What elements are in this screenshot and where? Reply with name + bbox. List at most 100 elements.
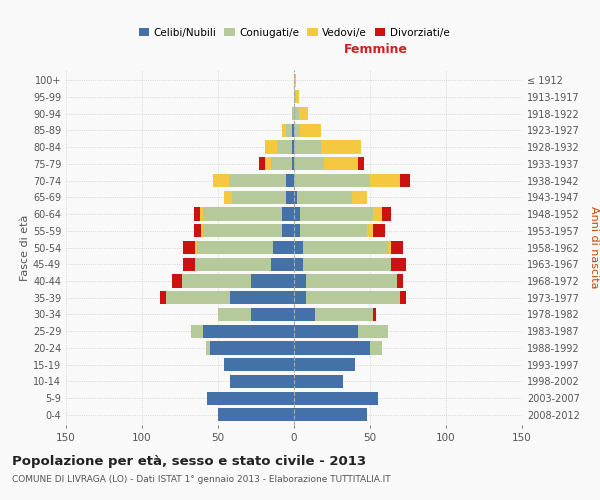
Bar	[230, 375, 294, 388]
Bar	[251, 308, 294, 321]
Bar	[166, 291, 230, 304]
Bar	[292, 107, 294, 120]
Bar	[358, 157, 364, 170]
Bar	[194, 208, 200, 220]
Bar	[230, 291, 294, 304]
Bar	[292, 157, 294, 170]
Bar	[203, 224, 282, 237]
Bar	[294, 157, 325, 170]
Bar	[294, 342, 370, 354]
Bar	[292, 140, 294, 153]
Bar	[397, 274, 403, 287]
Bar	[294, 241, 303, 254]
Bar	[211, 342, 294, 354]
Bar	[294, 308, 315, 321]
Bar	[300, 208, 373, 220]
Bar	[259, 157, 265, 170]
Bar	[282, 224, 294, 237]
Bar	[232, 190, 286, 204]
Text: COMUNE DI LIVRAGA (LO) - Dati ISTAT 1° gennaio 2013 - Elaborazione TUTTITALIA.IT: COMUNE DI LIVRAGA (LO) - Dati ISTAT 1° g…	[12, 475, 391, 484]
Bar	[286, 174, 294, 187]
Text: Femmine: Femmine	[344, 43, 408, 56]
Bar	[294, 124, 300, 137]
Bar	[294, 358, 355, 371]
Bar	[391, 241, 403, 254]
Bar	[294, 90, 296, 104]
Bar	[370, 174, 400, 187]
Y-axis label: Anni di nascita: Anni di nascita	[589, 206, 599, 289]
Bar	[218, 308, 251, 321]
Bar	[251, 274, 294, 287]
Bar	[277, 140, 292, 153]
Bar	[265, 157, 271, 170]
Bar	[160, 291, 166, 304]
Bar	[271, 157, 292, 170]
Bar	[218, 408, 294, 422]
Bar	[294, 107, 299, 120]
Bar	[294, 274, 306, 287]
Bar	[400, 291, 406, 304]
Bar	[191, 324, 203, 338]
Bar	[322, 140, 361, 153]
Bar	[303, 241, 388, 254]
Bar	[294, 174, 370, 187]
Bar	[294, 190, 297, 204]
Bar	[373, 224, 385, 237]
Bar	[229, 174, 286, 187]
Bar	[224, 190, 232, 204]
Bar	[203, 324, 294, 338]
Bar	[294, 140, 322, 153]
Bar	[300, 124, 322, 137]
Text: Popolazione per età, sesso e stato civile - 2013: Popolazione per età, sesso e stato civil…	[12, 455, 366, 468]
Bar	[358, 324, 388, 338]
Bar	[306, 274, 397, 287]
Bar	[294, 408, 367, 422]
Bar	[200, 208, 203, 220]
Bar	[296, 90, 299, 104]
Bar	[370, 342, 382, 354]
Bar	[325, 157, 358, 170]
Bar	[183, 241, 195, 254]
Bar	[300, 224, 367, 237]
Bar	[294, 224, 300, 237]
Bar	[294, 291, 306, 304]
Bar	[286, 124, 292, 137]
Bar	[224, 358, 294, 371]
Bar	[282, 124, 286, 137]
Bar	[294, 74, 296, 86]
Bar	[294, 208, 300, 220]
Bar	[203, 208, 282, 220]
Bar	[352, 190, 367, 204]
Legend: Celibi/Nubili, Coniugati/e, Vedovi/e, Divorziati/e: Celibi/Nubili, Coniugati/e, Vedovi/e, Di…	[137, 26, 451, 40]
Bar	[367, 224, 373, 237]
Bar	[294, 258, 303, 271]
Bar	[373, 208, 382, 220]
Bar	[391, 258, 406, 271]
Bar	[315, 308, 373, 321]
Bar	[194, 224, 201, 237]
Bar	[271, 258, 294, 271]
Bar	[388, 241, 391, 254]
Bar	[265, 140, 277, 153]
Bar	[373, 308, 376, 321]
Bar	[208, 392, 294, 404]
Bar	[182, 274, 251, 287]
Bar	[214, 174, 229, 187]
Bar	[294, 324, 358, 338]
Bar	[382, 208, 391, 220]
Bar	[286, 190, 294, 204]
Bar	[183, 258, 195, 271]
Bar	[172, 274, 182, 287]
Bar	[400, 174, 410, 187]
Bar	[273, 241, 294, 254]
Bar	[306, 291, 400, 304]
Bar	[299, 107, 308, 120]
Bar	[303, 258, 391, 271]
Bar	[292, 124, 294, 137]
Bar	[297, 190, 352, 204]
Bar	[206, 342, 211, 354]
Bar	[197, 241, 273, 254]
Bar	[282, 208, 294, 220]
Bar	[201, 224, 203, 237]
Bar	[195, 258, 271, 271]
